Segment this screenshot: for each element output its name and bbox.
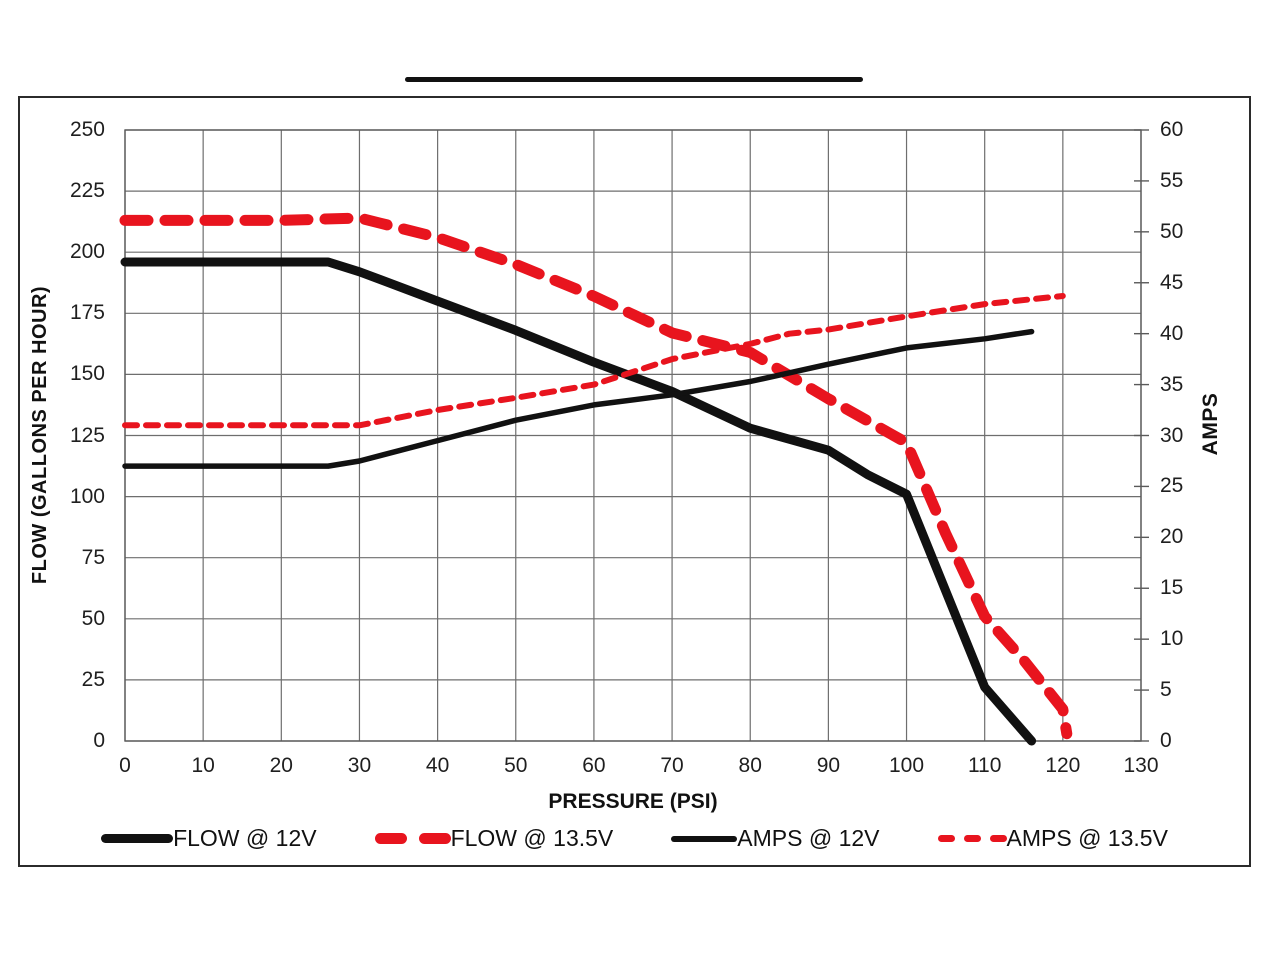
- x-tick-label: 80: [738, 754, 762, 777]
- legend: FLOW @ 12V FLOW @ 13.5V AMPS @ 12V AMPS @ 1…: [20, 825, 1249, 852]
- legend-label: AMPS @ 12V: [737, 825, 880, 851]
- y-axis-left-title: FLOW (GALLONS PER HOUR): [29, 285, 51, 585]
- x-tick-label: 50: [504, 754, 528, 777]
- x-tick-label: 90: [816, 754, 841, 777]
- x-tick-label: 0: [119, 754, 131, 777]
- legend-label: FLOW @ 12V: [173, 825, 317, 851]
- y-right-tick-label: 20: [1160, 525, 1184, 549]
- y-left-tick-label: 50: [81, 606, 105, 630]
- x-tick-label: 100: [889, 754, 925, 777]
- x-tick-label: 120: [1045, 754, 1081, 777]
- y-left-tick-label: 200: [69, 240, 105, 264]
- legend-item: AMPS @ 12V: [671, 825, 880, 852]
- legend-item: FLOW @ 12V: [101, 825, 317, 852]
- x-tick-label: 70: [660, 754, 684, 777]
- plot-area: [119, 129, 1149, 746]
- x-tick-label: 110: [967, 754, 1002, 777]
- legend-line-swatch-icon: [671, 835, 738, 842]
- series-line-1: [119, 212, 1073, 740]
- y-left-tick-label: 125: [69, 423, 105, 447]
- y-left-tick-label: 0: [93, 729, 105, 752]
- legend-line-swatch-icon: [101, 834, 174, 843]
- x-tick-label: 20: [269, 754, 293, 777]
- y-right-tick-label: 40: [1160, 321, 1184, 345]
- y-left-tick-label: 75: [81, 545, 105, 569]
- y-right-tick-label: 35: [1160, 372, 1184, 396]
- y-left-tick-label: 250: [69, 118, 105, 141]
- legend-item: AMPS @ 13.5V: [937, 825, 1168, 852]
- legend-label: FLOW @ 13.5V: [450, 825, 614, 851]
- title-underline-bar: [405, 77, 863, 82]
- chart-frame: 0 25 50 75 100 125 150 175 200 225 250 0 5 10 15 20 25 3…: [18, 96, 1251, 867]
- legend-item: FLOW @ 13.5V: [374, 825, 614, 852]
- x-tick-label: 10: [191, 754, 215, 777]
- y-right-tick-label: 45: [1160, 270, 1184, 294]
- y-right-tick-label: 30: [1160, 423, 1184, 447]
- x-tick-label: 130: [1123, 754, 1159, 777]
- series-line-0: [120, 257, 1037, 746]
- legend-line-swatch-icon: [374, 833, 451, 844]
- series-line-3: [122, 293, 1066, 429]
- y-right-tick-label: 50: [1160, 219, 1184, 243]
- y-left-tick-label: 100: [69, 484, 105, 508]
- legend-line-swatch-icon: [937, 835, 1007, 842]
- y-left-tick-label: 225: [69, 179, 105, 203]
- y-left-tick-label: 175: [69, 301, 105, 325]
- y-right-tick-label: 15: [1160, 576, 1184, 600]
- y-right-tick-label: 25: [1160, 474, 1184, 498]
- x-tick-label: 30: [347, 754, 372, 777]
- x-axis-title: PRESSURE (PSI): [548, 790, 718, 813]
- y-left-tick-label: 150: [69, 362, 105, 386]
- legend-label: AMPS @ 13.5V: [1006, 825, 1168, 851]
- y-left-tick-label: 25: [81, 667, 105, 691]
- x-tick-label: 60: [582, 754, 606, 777]
- series-line-2: [122, 328, 1035, 469]
- y-axis-right-title: AMPS: [1199, 392, 1222, 456]
- y-right-tick-label: 55: [1160, 168, 1184, 192]
- y-right-tick-label: 5: [1160, 678, 1172, 702]
- y-right-tick-label: 10: [1160, 627, 1184, 651]
- y-right-tick-label: 0: [1160, 729, 1172, 752]
- x-tick-label: 40: [425, 754, 450, 777]
- y-right-tick-label: 60: [1160, 118, 1184, 141]
